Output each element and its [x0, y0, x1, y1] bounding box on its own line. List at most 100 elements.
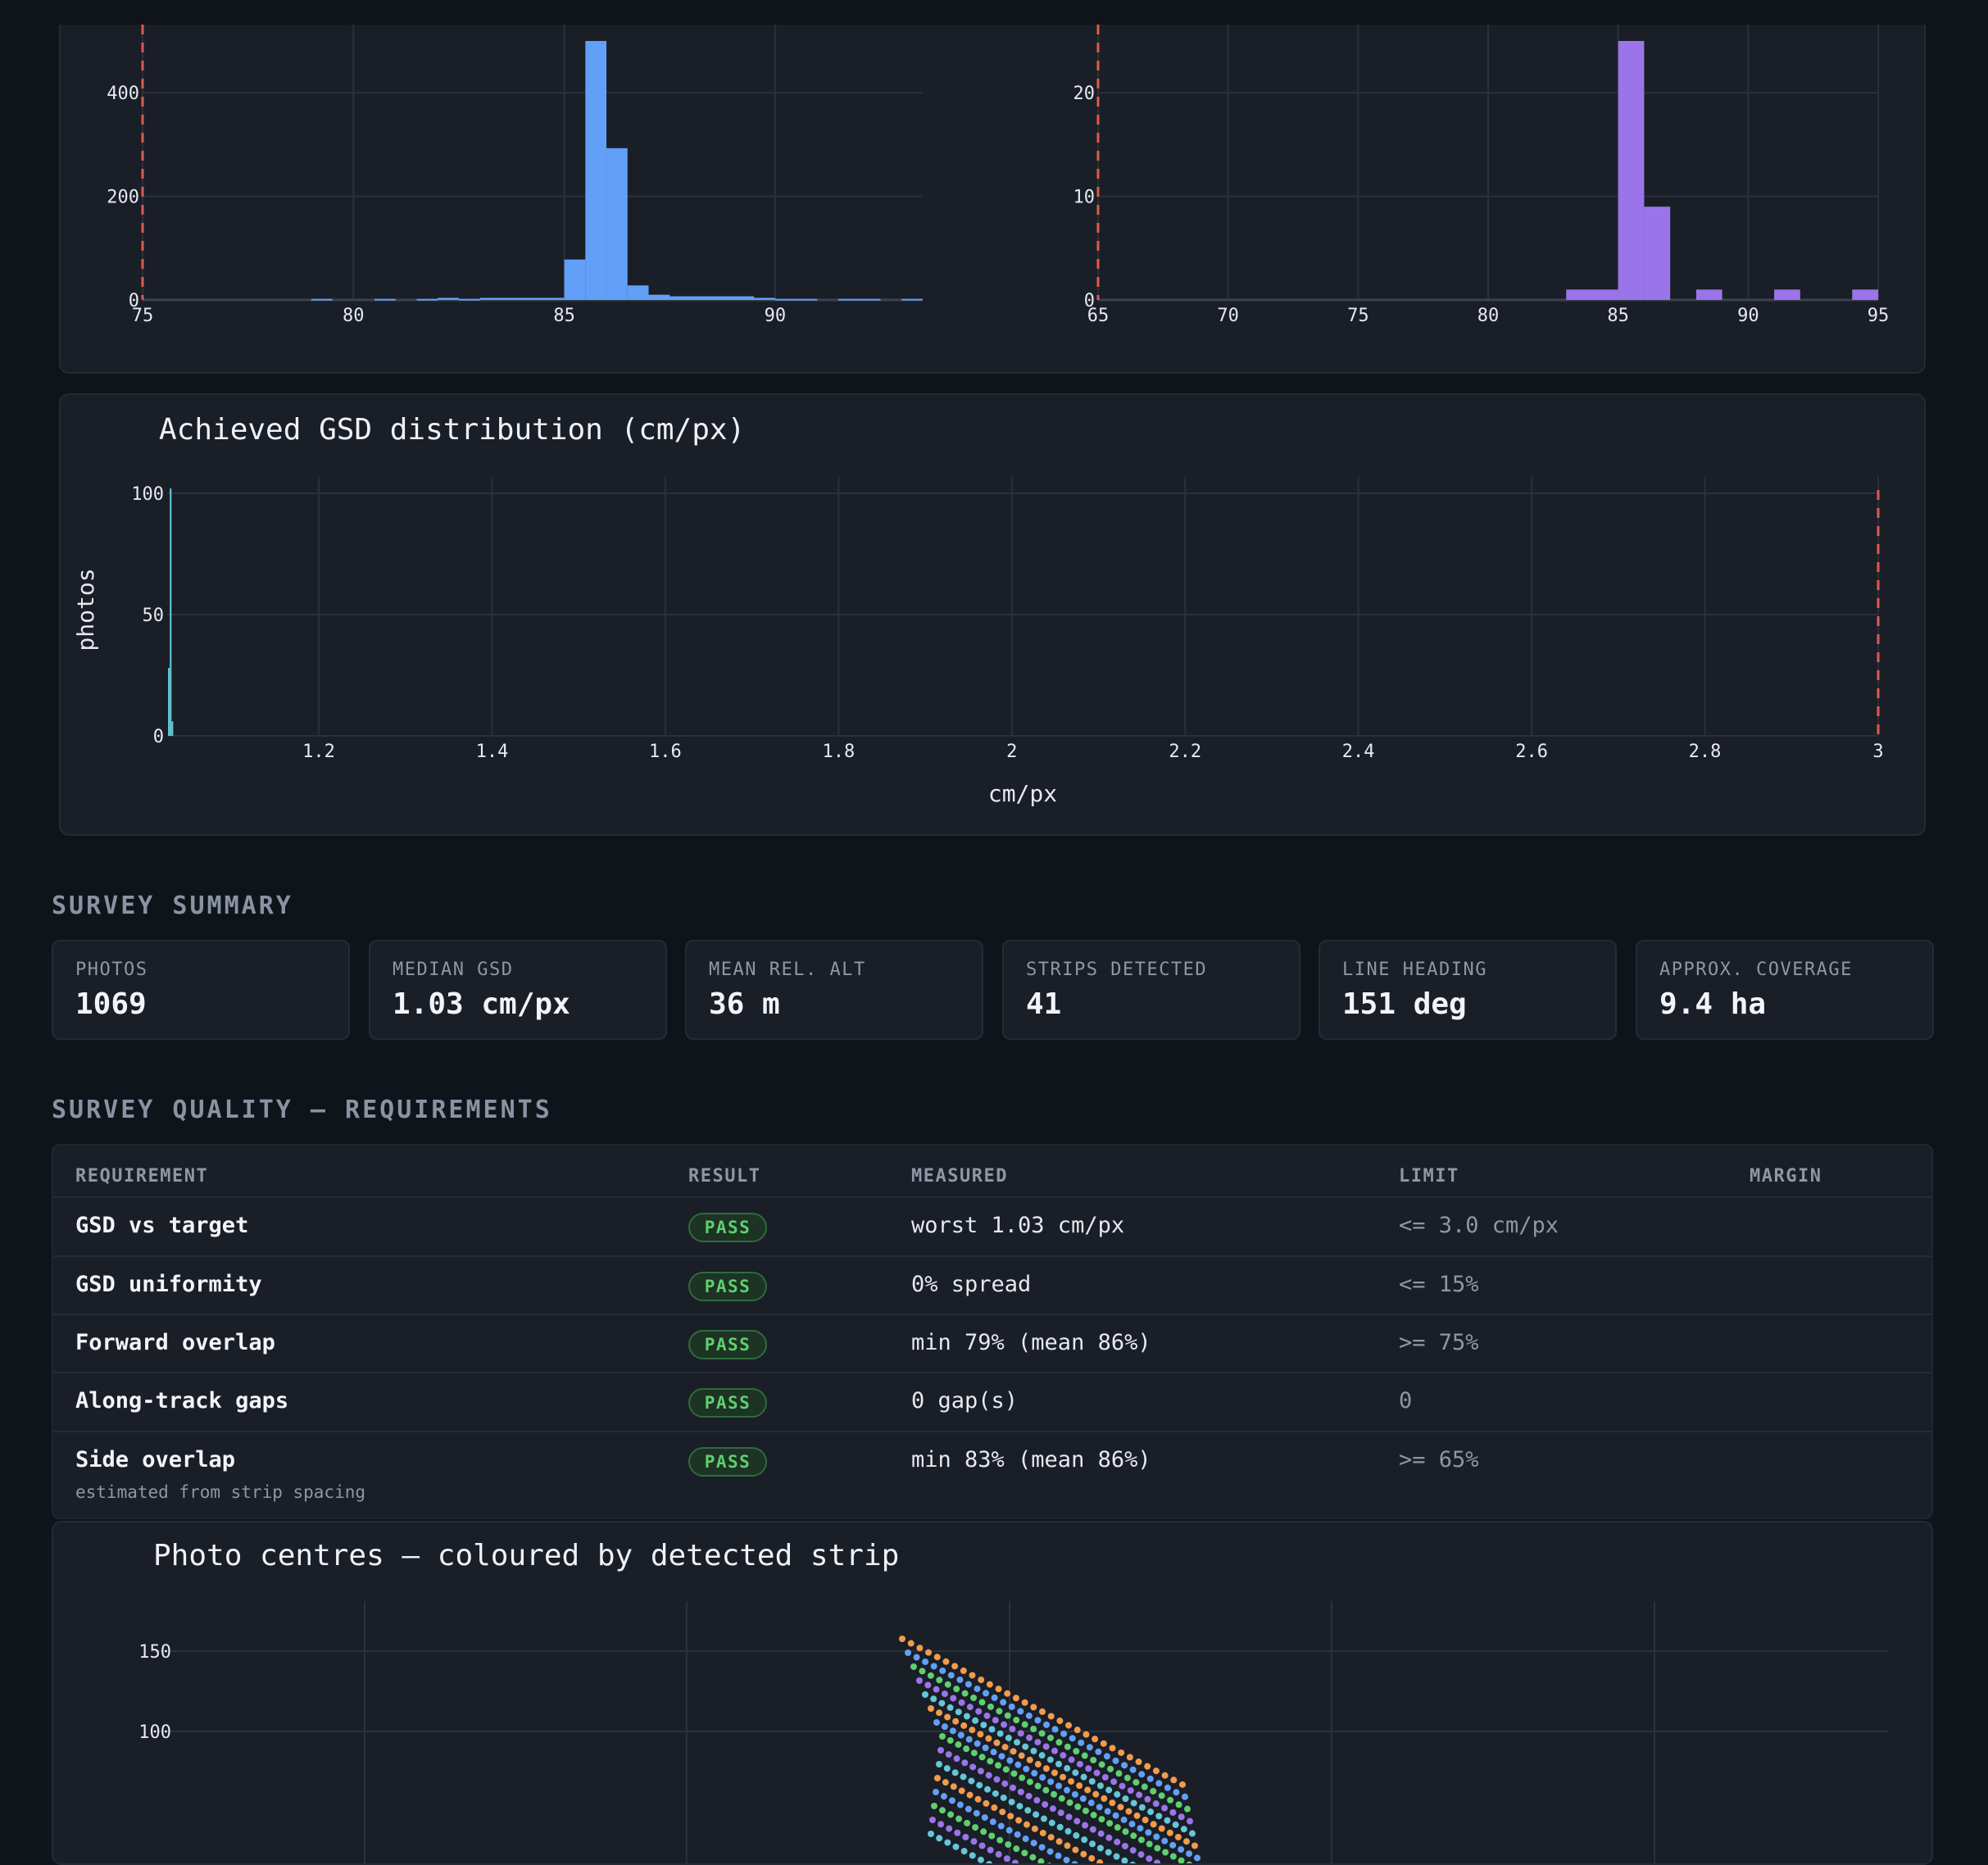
photo-centre-point [1073, 1727, 1081, 1734]
photo-centre-point [1051, 1747, 1058, 1754]
photo-centre-point [1158, 1792, 1165, 1799]
photo-centre-point [937, 1747, 944, 1754]
photo-centre-point [961, 1690, 969, 1697]
photo-centre-point [1055, 1782, 1063, 1790]
photo-centre-point [939, 1667, 946, 1674]
photo-centres-panel: Photo centres — coloured by detected str… [52, 1521, 1933, 1865]
right-hist-bar [1774, 289, 1800, 300]
photo-centre-point [1049, 1805, 1056, 1813]
photo-centre-point [960, 1848, 968, 1855]
photo-centre-point [1073, 1832, 1080, 1840]
photo-centre-point [956, 1801, 964, 1808]
photo-centre-point [968, 1777, 975, 1785]
photo-centre-point [1051, 1726, 1059, 1733]
stat-value: 1.03 cm/px [393, 987, 570, 1021]
photo-centre-point [978, 1677, 985, 1684]
photo-centre-point [1122, 1828, 1129, 1836]
photo-centre-point [1079, 1795, 1087, 1803]
photo-centre-point [1164, 1817, 1171, 1824]
survey-quality-heading: SURVEY QUALITY — REQUIREMENTS [52, 1096, 552, 1124]
photo-centre-point [931, 1803, 937, 1809]
heading-histograms-panel: 0 200 400 75 80 85 90 0 10 20 65 70 75 80 85 90 95 [59, 25, 1926, 374]
photo-centre-point [1173, 1789, 1180, 1796]
photo-centre-point [1187, 1817, 1193, 1825]
photo-centre-point [1175, 1801, 1182, 1808]
photo-centre-point [1082, 1807, 1089, 1814]
photo-centre-point [1109, 1799, 1116, 1807]
photo-centre-point [1026, 1778, 1033, 1786]
photo-centre-point [1017, 1788, 1024, 1795]
photo-centre-point [1069, 1735, 1076, 1742]
photo-centre-point [986, 1860, 992, 1863]
photo-centre-point [916, 1677, 923, 1684]
photo-centre-point [1179, 1781, 1186, 1788]
photo-centre-point [999, 1808, 1006, 1816]
measured-value: min 83% (mean 86%) [911, 1447, 1151, 1472]
photo-centre-point [1104, 1808, 1111, 1815]
photo-centre-point [1130, 1799, 1137, 1807]
gsd-distribution-panel: Achieved GSD distribution (cm/px) 0 50 100… [59, 393, 1926, 836]
gsd-chart-title: Achieved GSD distribution (cm/px) [159, 413, 746, 447]
photo-centre-point [1081, 1752, 1088, 1759]
photo-centre-point [1034, 1761, 1042, 1768]
right-hist-xtick: 75 [1347, 306, 1369, 326]
header-result: RESULT [688, 1166, 761, 1187]
photo-centre-point [1040, 1815, 1047, 1822]
limit-value: >= 75% [1399, 1330, 1479, 1355]
photo-centre-point [1086, 1744, 1093, 1751]
photo-centre-point [1113, 1853, 1120, 1860]
photo-centre-point [972, 1824, 979, 1831]
status-badge: PASS [688, 1447, 767, 1477]
gsd-xtick: 1.2 [302, 742, 335, 762]
photo-centre-point [1122, 1795, 1129, 1803]
photo-centre-point [1112, 1812, 1119, 1819]
photo-centre-point [1068, 1756, 1075, 1763]
photo-centre-point [970, 1838, 978, 1845]
photo-centre-point [1153, 1833, 1160, 1840]
photo-centre-point [966, 1791, 974, 1799]
stat-label: MEAN REL. ALT [709, 960, 866, 980]
photo-centre-point [952, 1718, 960, 1725]
photo-centre-point [1089, 1840, 1096, 1848]
photo-centre-point [925, 1649, 933, 1656]
photo-centre-point [983, 1690, 990, 1697]
photo-centre-point [1015, 1817, 1023, 1824]
stat-label: APPROX. COVERAGE [1659, 960, 1853, 980]
photo-centre-point [1064, 1743, 1071, 1750]
photo-centre-point [1158, 1825, 1165, 1832]
photo-centre-point [929, 1817, 936, 1823]
photo-centre-point [1161, 1772, 1169, 1779]
photo-centre-point [1008, 1703, 1015, 1710]
photo-centre-point [1170, 1777, 1178, 1784]
photo-centre-point [1155, 1813, 1163, 1820]
photo-centre-point [1167, 1796, 1174, 1804]
photo-centre-point [928, 1705, 934, 1712]
photo-centre-point [1037, 1858, 1045, 1863]
photo-centre-point [933, 1686, 940, 1693]
photo-centre-point [960, 1667, 967, 1674]
limit-value: >= 65% [1399, 1447, 1479, 1472]
gsd-xtick: 3 [1872, 742, 1883, 762]
photo-centre-point [1042, 1743, 1050, 1750]
left-hist-ytick: 400 [107, 84, 139, 104]
photo-centre-point [952, 1843, 960, 1850]
photo-centre-point [958, 1787, 965, 1795]
photo-centre-point [1117, 1804, 1124, 1811]
photo-centre-point [1017, 1708, 1024, 1715]
photo-centre-point [1132, 1779, 1140, 1786]
photo-centre-point [982, 1745, 989, 1752]
photo-centre-point [1021, 1849, 1028, 1857]
photo-centre-point [978, 1699, 986, 1706]
photo-centre-point [1154, 1859, 1161, 1863]
photo-centre-point [1178, 1846, 1185, 1854]
right-hist-bar [1695, 289, 1722, 300]
photo-centre-point [1088, 1854, 1096, 1862]
photo-centre-point [930, 1695, 937, 1703]
photo-centre-point [1022, 1743, 1029, 1750]
photo-centre-point [1021, 1699, 1028, 1706]
photo-centre-point [978, 1754, 986, 1761]
photo-centre-point [939, 1807, 946, 1814]
stat-card: PHOTOS 1069 [52, 940, 350, 1040]
photo-centre-point [988, 1726, 996, 1733]
right-hist-xtick: 85 [1607, 306, 1629, 326]
